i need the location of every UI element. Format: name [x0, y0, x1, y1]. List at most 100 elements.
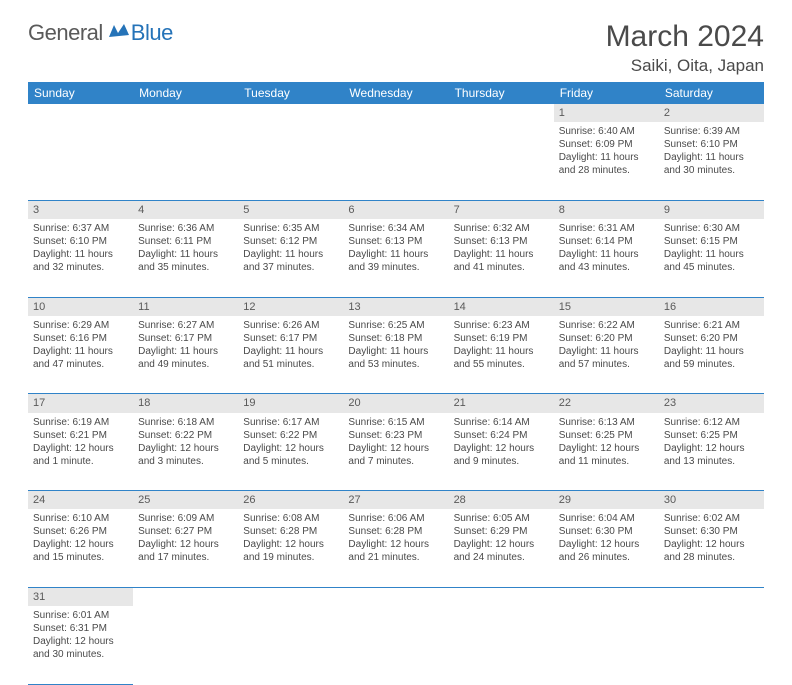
day-detail-cell: Sunrise: 6:10 AMSunset: 6:26 PMDaylight:… [28, 509, 133, 587]
detail-line: Sunrise: 6:18 AM [138, 416, 233, 429]
detail-line: and 7 minutes. [348, 455, 443, 468]
detail-line: and 51 minutes. [243, 358, 338, 371]
day-number-cell: 2 [659, 104, 764, 122]
logo-text-general: General [28, 20, 103, 46]
detail-line: and 11 minutes. [559, 455, 654, 468]
detail-line: Sunset: 6:26 PM [33, 525, 128, 538]
day-number-cell: 12 [238, 297, 343, 316]
detail-row: Sunrise: 6:29 AMSunset: 6:16 PMDaylight:… [28, 316, 764, 394]
day-detail-cell [133, 122, 238, 200]
detail-line: and 37 minutes. [243, 261, 338, 274]
detail-line: and 9 minutes. [454, 455, 549, 468]
title-block: March 2024 Saiki, Oita, Japan [606, 20, 764, 76]
logo-text-blue: Blue [131, 20, 173, 46]
detail-line: Daylight: 12 hours [33, 442, 128, 455]
calendar-table: SundayMondayTuesdayWednesdayThursdayFrid… [28, 82, 764, 685]
detail-line: Daylight: 11 hours [348, 345, 443, 358]
detail-line: and 21 minutes. [348, 551, 443, 564]
day-detail-cell: Sunrise: 6:19 AMSunset: 6:21 PMDaylight:… [28, 413, 133, 491]
day-detail-cell [133, 606, 238, 684]
day-header: Tuesday [238, 82, 343, 104]
detail-line: Daylight: 11 hours [559, 151, 654, 164]
day-detail-cell [449, 122, 554, 200]
day-number-cell: 4 [133, 200, 238, 219]
detail-row: Sunrise: 6:40 AMSunset: 6:09 PMDaylight:… [28, 122, 764, 200]
day-detail-cell: Sunrise: 6:02 AMSunset: 6:30 PMDaylight:… [659, 509, 764, 587]
detail-line: Sunrise: 6:04 AM [559, 512, 654, 525]
detail-line: Sunrise: 6:14 AM [454, 416, 549, 429]
day-number-cell [449, 104, 554, 122]
day-detail-cell [28, 122, 133, 200]
detail-line: Sunrise: 6:05 AM [454, 512, 549, 525]
detail-line: and 55 minutes. [454, 358, 549, 371]
day-header: Sunday [28, 82, 133, 104]
daynum-row: 10111213141516 [28, 297, 764, 316]
day-header: Friday [554, 82, 659, 104]
detail-line: and 3 minutes. [138, 455, 233, 468]
day-number-cell: 14 [449, 297, 554, 316]
detail-line: and 43 minutes. [559, 261, 654, 274]
day-number-cell: 23 [659, 394, 764, 413]
day-detail-cell: Sunrise: 6:14 AMSunset: 6:24 PMDaylight:… [449, 413, 554, 491]
day-detail-cell: Sunrise: 6:13 AMSunset: 6:25 PMDaylight:… [554, 413, 659, 491]
detail-line: Sunrise: 6:17 AM [243, 416, 338, 429]
day-detail-cell: Sunrise: 6:12 AMSunset: 6:25 PMDaylight:… [659, 413, 764, 491]
detail-line: Daylight: 12 hours [454, 442, 549, 455]
day-detail-cell: Sunrise: 6:29 AMSunset: 6:16 PMDaylight:… [28, 316, 133, 394]
detail-line: Sunset: 6:15 PM [664, 235, 759, 248]
day-number-cell [133, 104, 238, 122]
detail-line: Sunrise: 6:31 AM [559, 222, 654, 235]
page-header: General Blue March 2024 Saiki, Oita, Jap… [28, 20, 764, 76]
detail-line: and 49 minutes. [138, 358, 233, 371]
detail-line: Daylight: 11 hours [559, 345, 654, 358]
detail-line: Sunset: 6:09 PM [559, 138, 654, 151]
day-detail-cell: Sunrise: 6:35 AMSunset: 6:12 PMDaylight:… [238, 219, 343, 297]
detail-line: Daylight: 11 hours [664, 248, 759, 261]
day-number-cell: 21 [449, 394, 554, 413]
detail-line: and 17 minutes. [138, 551, 233, 564]
detail-line: Sunrise: 6:19 AM [33, 416, 128, 429]
month-title: March 2024 [606, 20, 764, 54]
detail-line: Sunrise: 6:29 AM [33, 319, 128, 332]
day-number-cell: 30 [659, 491, 764, 510]
day-detail-cell: Sunrise: 6:04 AMSunset: 6:30 PMDaylight:… [554, 509, 659, 587]
day-header: Saturday [659, 82, 764, 104]
detail-line: Sunrise: 6:12 AM [664, 416, 759, 429]
day-number-cell: 27 [343, 491, 448, 510]
day-detail-cell: Sunrise: 6:27 AMSunset: 6:17 PMDaylight:… [133, 316, 238, 394]
detail-line: Sunrise: 6:08 AM [243, 512, 338, 525]
detail-line: Sunset: 6:28 PM [243, 525, 338, 538]
detail-line: Daylight: 12 hours [348, 442, 443, 455]
day-detail-cell: Sunrise: 6:30 AMSunset: 6:15 PMDaylight:… [659, 219, 764, 297]
daynum-row: 3456789 [28, 200, 764, 219]
day-number-cell: 10 [28, 297, 133, 316]
day-number-cell [238, 587, 343, 606]
detail-line: and 24 minutes. [454, 551, 549, 564]
day-header-row: SundayMondayTuesdayWednesdayThursdayFrid… [28, 82, 764, 104]
day-header: Monday [133, 82, 238, 104]
day-detail-cell: Sunrise: 6:39 AMSunset: 6:10 PMDaylight:… [659, 122, 764, 200]
detail-line: Sunrise: 6:25 AM [348, 319, 443, 332]
detail-line: Daylight: 12 hours [454, 538, 549, 551]
detail-row: Sunrise: 6:01 AMSunset: 6:31 PMDaylight:… [28, 606, 764, 684]
day-number-cell: 16 [659, 297, 764, 316]
day-detail-cell [343, 606, 448, 684]
detail-line: Sunrise: 6:06 AM [348, 512, 443, 525]
day-detail-cell [449, 606, 554, 684]
day-number-cell [28, 104, 133, 122]
day-number-cell: 5 [238, 200, 343, 219]
detail-line: Sunrise: 6:13 AM [559, 416, 654, 429]
day-number-cell: 8 [554, 200, 659, 219]
day-number-cell: 26 [238, 491, 343, 510]
day-number-cell: 13 [343, 297, 448, 316]
detail-row: Sunrise: 6:37 AMSunset: 6:10 PMDaylight:… [28, 219, 764, 297]
detail-row: Sunrise: 6:19 AMSunset: 6:21 PMDaylight:… [28, 413, 764, 491]
daynum-row: 24252627282930 [28, 491, 764, 510]
detail-line: and 19 minutes. [243, 551, 338, 564]
day-detail-cell: Sunrise: 6:08 AMSunset: 6:28 PMDaylight:… [238, 509, 343, 587]
day-detail-cell: Sunrise: 6:15 AMSunset: 6:23 PMDaylight:… [343, 413, 448, 491]
day-detail-cell: Sunrise: 6:21 AMSunset: 6:20 PMDaylight:… [659, 316, 764, 394]
detail-line: and 53 minutes. [348, 358, 443, 371]
daynum-row: 12 [28, 104, 764, 122]
detail-line: and 45 minutes. [664, 261, 759, 274]
